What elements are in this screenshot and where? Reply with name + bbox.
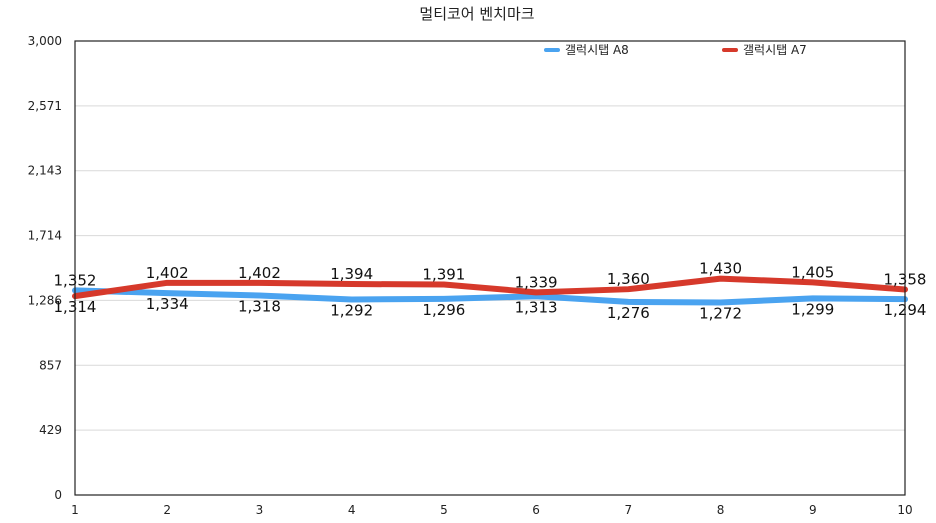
data-label: 1,292: [330, 301, 373, 319]
data-label: 1,296: [422, 301, 465, 319]
data-label: 1,405: [791, 263, 834, 281]
data-label: 1,402: [146, 264, 189, 282]
x-tick-label: 10: [897, 503, 912, 517]
y-tick-label: 0: [54, 488, 62, 502]
x-tick-label: 4: [348, 503, 356, 517]
y-tick-label: 3,000: [28, 34, 62, 48]
x-tick-label: 3: [256, 503, 264, 517]
legend-label: 갤럭시탭 A8: [565, 43, 629, 57]
legend: 갤럭시탭 A8 갤럭시탭 A7: [544, 43, 807, 57]
data-label: 1,276: [607, 304, 650, 322]
x-tick-label: 5: [440, 503, 448, 517]
data-label: 1,318: [238, 298, 281, 316]
chart-title: 멀티코어 벤치마크: [419, 5, 534, 23]
y-tick-label: 2,571: [28, 99, 62, 113]
y-tick-label: 1,714: [28, 229, 62, 243]
data-label: 1,313: [515, 298, 558, 316]
series-line: [72, 287, 908, 306]
data-label: 1,402: [238, 264, 281, 282]
data-label: 1,430: [699, 260, 742, 278]
x-tick-label: 9: [809, 503, 817, 517]
legend-label: 갤럭시탭 A7: [743, 43, 807, 57]
data-label: 1,334: [146, 295, 189, 313]
x-tick-label: 6: [532, 503, 540, 517]
series-lines: [72, 275, 908, 306]
data-label: 1,360: [607, 270, 650, 288]
y-axis-ticks: 0 429 857 1,286 1,714 2,143 2,571 3,000: [28, 34, 62, 502]
x-tick-label: 7: [625, 503, 633, 517]
y-tick-label: 2,143: [28, 164, 62, 178]
plot-frame: [74, 40, 906, 496]
y-tick-label: 857: [39, 358, 62, 372]
data-label: 1,272: [699, 305, 742, 323]
gridlines: [75, 105, 905, 431]
data-label: 1,339: [515, 273, 558, 291]
x-tick-label: 8: [717, 503, 725, 517]
series-line: [72, 275, 908, 300]
x-axis-ticks: 1 2 3 4 5 6 7 8 9 10: [71, 503, 912, 517]
x-tick-label: 2: [163, 503, 171, 517]
y-tick-label: 429: [39, 423, 62, 437]
data-label: 1,391: [422, 265, 465, 283]
data-label: 1,299: [791, 300, 834, 318]
data-label: 1,394: [330, 265, 373, 283]
x-tick-label: 1: [71, 503, 79, 517]
y-tick-label: 1,286: [28, 293, 62, 307]
